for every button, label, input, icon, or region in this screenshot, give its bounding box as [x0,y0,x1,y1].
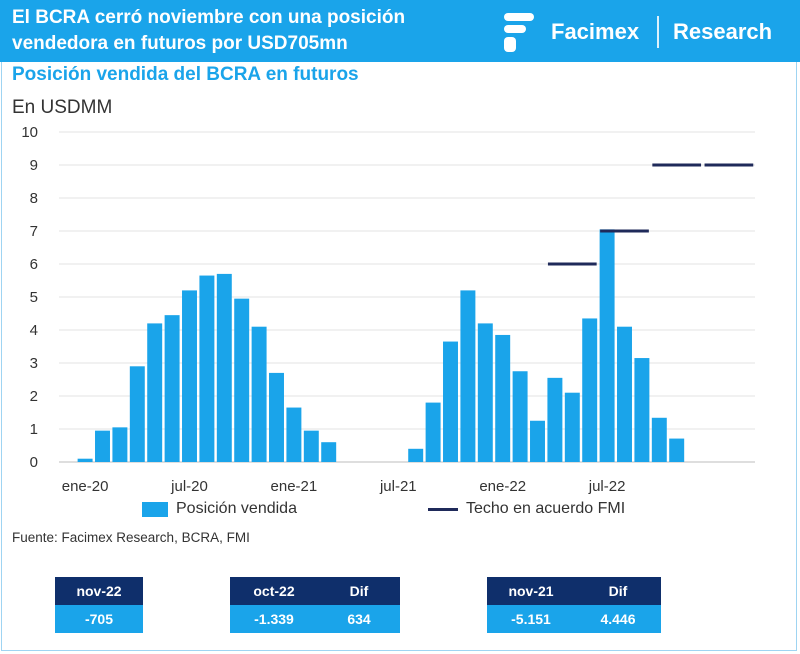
chart-title: Posición vendida del BCRA en futuros [12,64,359,85]
bar [460,290,476,462]
y-tick-label: 1 [30,421,38,438]
bar [95,430,110,462]
y-axis-label: En USDMM [12,97,113,118]
y-tick-label: 5 [30,289,38,306]
bar [495,334,511,462]
bar [512,371,528,462]
table-header-cell: Dif [318,577,400,605]
y-tick-label: 10 [21,124,38,141]
header-bar: El BCRA cerró noviembre con una posición… [0,0,800,62]
y-tick-label: 0 [30,454,38,471]
y-tick-label: 3 [30,355,38,372]
bar [303,430,319,462]
bar [477,323,493,462]
y-tick-label: 4 [30,322,38,339]
table-value-cell: 4.446 [575,605,661,633]
x-tick-label: ene-22 [479,478,526,495]
table-header-cell: Dif [575,577,661,605]
bar [599,229,615,462]
bar [617,326,632,462]
bar [651,417,667,462]
bar [408,448,424,462]
bar [147,323,163,462]
legend-label-bars: Posición vendida [176,500,297,517]
legend-label-ceiling: Techo en acuerdo FMI [466,500,626,517]
table-header-cell: nov-22 [55,577,143,605]
y-tick-label: 9 [30,157,38,174]
legend-swatch-bars [142,502,168,517]
bar [129,366,145,462]
y-tick-label: 6 [30,256,38,273]
legend-swatch-ceiling [428,508,458,511]
bar [182,290,197,462]
x-tick-label: jul-22 [588,478,626,495]
bar [199,275,215,462]
brand-name: Facimex [551,19,640,44]
y-tick-label: 7 [30,223,38,240]
bar [530,420,545,462]
bar [286,407,302,462]
bar [582,318,598,462]
page-title: El BCRA cerró noviembre con una posición… [12,7,406,54]
bar [321,442,337,462]
bar [216,273,232,462]
bar [77,458,93,462]
bar [425,402,441,462]
table-value-cell: 634 [318,605,400,633]
bar [634,358,650,462]
section-name: Research [673,19,773,44]
x-tick-label: ene-20 [62,478,109,495]
bar [564,392,580,462]
source-note: Fuente: Facimex Research, BCRA, FMI [12,530,250,545]
bar [164,315,180,462]
table-value-cell: -5.151 [487,605,575,633]
table-header-cell: oct-22 [230,577,318,605]
x-tick-label: jul-21 [379,478,417,495]
bar [112,427,128,462]
bar [443,341,458,462]
x-tick-label: jul-20 [170,478,208,495]
bar [669,438,685,462]
bar [547,377,563,462]
bar [251,326,267,462]
x-tick-label: ene-21 [271,478,318,495]
y-tick-label: 8 [30,190,38,207]
bar [234,298,250,462]
header-divider [657,16,659,48]
table-header-cell: nov-21 [487,577,575,605]
table-value-cell: -1.339 [230,605,318,633]
bar [269,372,284,462]
facimex-logo-icon [504,13,534,52]
table-value-cell: -705 [55,605,143,633]
y-tick-label: 2 [30,388,38,405]
